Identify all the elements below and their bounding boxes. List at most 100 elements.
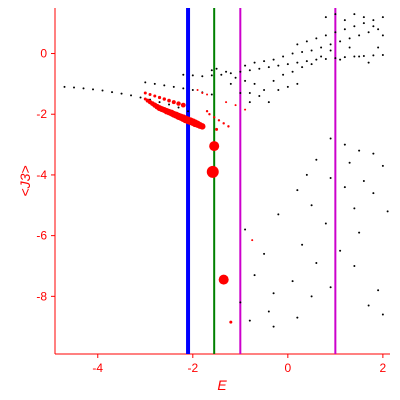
data-point [277, 88, 280, 91]
data-point [348, 161, 351, 164]
data-point [153, 82, 156, 85]
data-point [358, 55, 361, 58]
data-point [372, 54, 375, 57]
data-point [120, 92, 123, 95]
data-point [372, 192, 375, 195]
data-point [239, 301, 242, 304]
x-tick-label: -4 [92, 361, 103, 375]
data-point [339, 58, 342, 61]
data-point [282, 55, 285, 58]
data-point [206, 165, 219, 178]
data-point [315, 58, 318, 61]
data-point [225, 70, 228, 73]
data-point [272, 79, 275, 82]
data-point [348, 37, 351, 40]
data-point [267, 66, 270, 69]
data-point [324, 16, 327, 19]
data-point [210, 74, 213, 77]
data-point [310, 63, 313, 66]
data-point [263, 252, 266, 255]
data-point [139, 96, 142, 99]
data-point [222, 122, 225, 125]
data-point [334, 13, 337, 16]
data-point [92, 88, 95, 91]
data-point [158, 101, 161, 104]
data-point [210, 69, 213, 72]
data-point [358, 231, 361, 234]
data-point [215, 67, 218, 70]
data-point [301, 51, 304, 54]
data-point [143, 91, 147, 95]
data-point [218, 274, 229, 285]
data-point [329, 49, 332, 52]
data-point [381, 16, 384, 19]
data-point [168, 103, 171, 106]
data-point [353, 25, 356, 28]
data-point [277, 64, 280, 67]
data-point [63, 85, 66, 88]
y-axis-label: <J3> [17, 165, 33, 196]
data-point [182, 87, 185, 90]
data-point [358, 34, 361, 37]
data-point [291, 280, 294, 283]
y-tick-label: 0 [40, 47, 47, 61]
data-point [212, 116, 216, 119]
x-tick-label: 2 [380, 361, 387, 375]
data-point [258, 95, 261, 98]
data-point [157, 95, 162, 100]
data-point [358, 149, 361, 152]
data-point [130, 94, 133, 97]
data-point [191, 88, 194, 91]
data-point [329, 137, 332, 140]
reference-lines [186, 8, 337, 354]
data-point [367, 31, 370, 34]
data-point [320, 55, 323, 58]
data-point [353, 13, 356, 16]
data-point [208, 113, 211, 116]
data-point [296, 82, 299, 85]
x-tick-label: 0 [284, 361, 291, 375]
data-point [320, 46, 323, 49]
data-point [305, 173, 308, 176]
y-tick-label: -8 [36, 289, 47, 303]
data-point [225, 101, 228, 104]
data-point [215, 127, 219, 131]
y-tick-label: -2 [36, 107, 47, 121]
data-point [343, 143, 346, 146]
data-point [367, 304, 370, 307]
data-point [343, 19, 346, 22]
data-point [248, 101, 251, 104]
data-point [272, 325, 275, 328]
data-point [267, 101, 270, 104]
data-point [206, 93, 209, 96]
data-point [386, 210, 389, 213]
data-point [182, 73, 185, 76]
data-point [339, 249, 342, 252]
data-point [348, 46, 351, 49]
data-point [315, 261, 318, 264]
data-point [282, 73, 285, 76]
data-point [301, 243, 304, 246]
data-point [291, 52, 294, 55]
data-point [163, 84, 166, 87]
data-point [381, 34, 384, 37]
data-point [362, 180, 365, 182]
data-point [372, 19, 375, 22]
data-point [162, 97, 166, 101]
data-point [291, 70, 294, 73]
data-point [229, 320, 233, 324]
data-point [381, 164, 384, 167]
data-point [305, 40, 308, 43]
data-point [209, 141, 220, 152]
data-point [377, 46, 380, 49]
data-point [353, 55, 356, 58]
data-point [372, 152, 375, 155]
axis-ticks: -4 -2 0 2 0 -2 -4 -6 -8 [36, 47, 386, 375]
data-point [177, 106, 180, 109]
data-point [315, 158, 318, 161]
data-point [171, 100, 176, 105]
data-point [201, 91, 204, 94]
data-point [244, 64, 247, 67]
data-point [196, 88, 199, 91]
